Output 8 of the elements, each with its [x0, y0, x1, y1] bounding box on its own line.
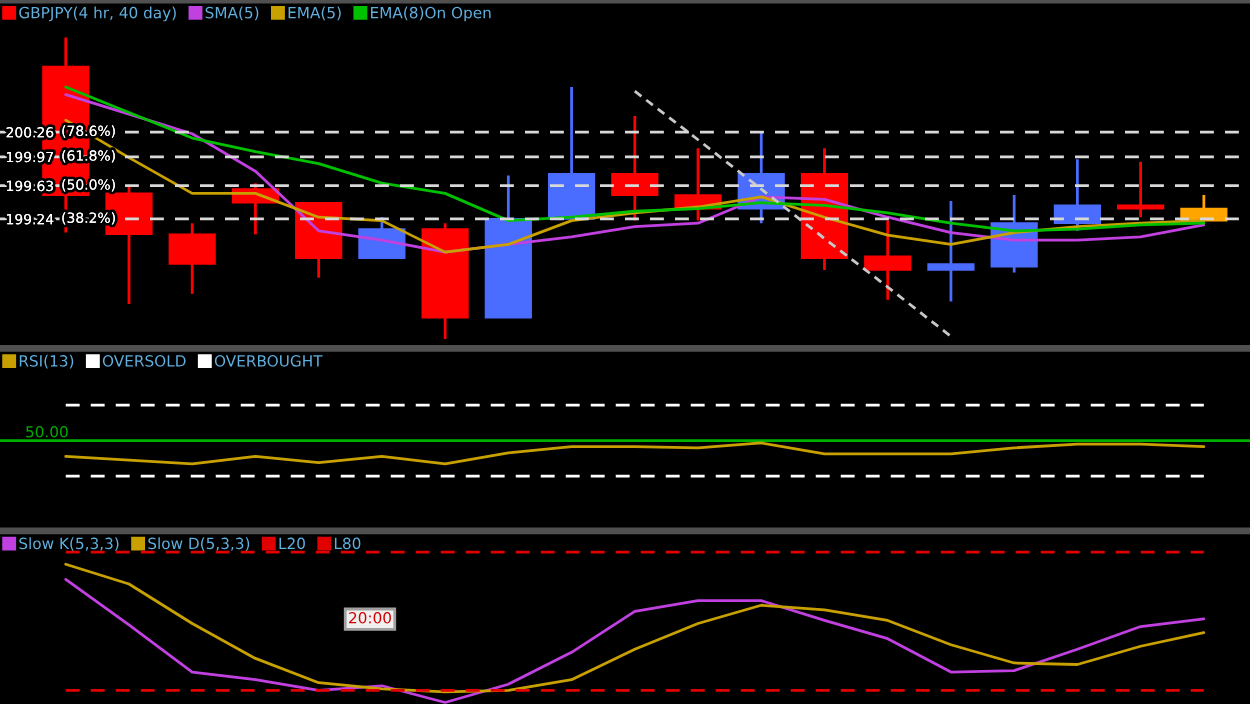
candlestick	[1053, 157, 1101, 233]
candlestick	[1117, 160, 1165, 219]
line-series	[633, 89, 953, 338]
candlestick	[864, 219, 912, 302]
candlestick	[611, 114, 659, 223]
candlestick	[358, 215, 406, 260]
candlestick	[168, 221, 216, 296]
candlestick	[927, 199, 975, 303]
